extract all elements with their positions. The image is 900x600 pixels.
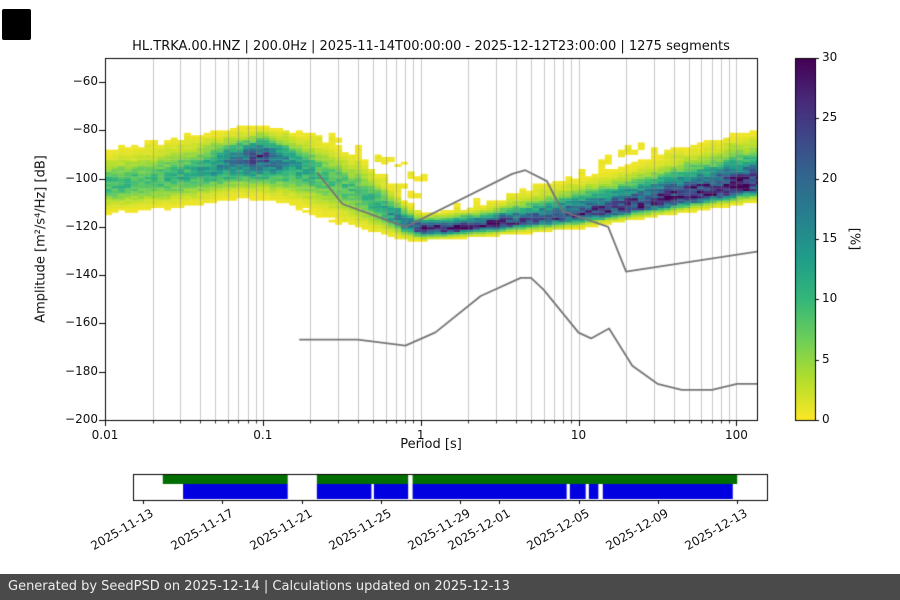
corner-logo <box>2 9 31 40</box>
y-axis-label: Amplitude [m²/s⁴/Hz] [dB] <box>33 155 49 323</box>
status-bar: Generated by SeedPSD on 2025-12-14 | Cal… <box>0 574 900 600</box>
ppsd-plot-canvas <box>0 0 900 574</box>
colorbar-label: [%] <box>846 227 862 251</box>
status-text: Generated by SeedPSD on 2025-12-14 | Cal… <box>8 579 510 594</box>
x-axis-label: Period [s] <box>400 437 462 452</box>
chart-title: HL.TRKA.00.HNZ | 200.0Hz | 2025-11-14T00… <box>132 39 730 54</box>
